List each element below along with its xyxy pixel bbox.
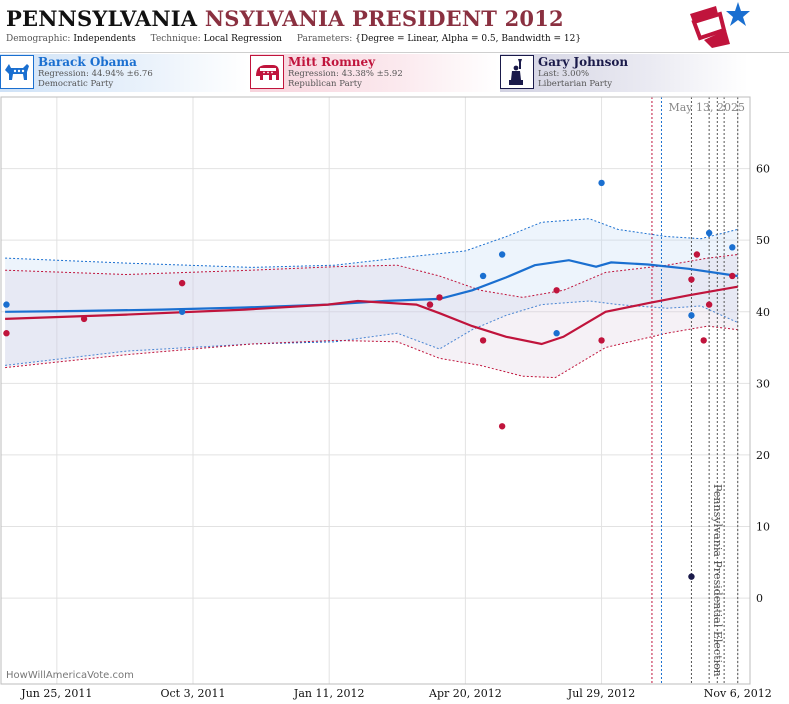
y-tick-label: 20: [756, 449, 770, 462]
lower-bound-line: [5, 325, 738, 379]
poll-point: [178, 308, 186, 315]
candidate-card-johnson[interactable]: Gary Johnson Last: 3.00% Libertarian Par…: [500, 54, 748, 92]
star-flag-logo-icon[interactable]: [686, 0, 750, 50]
y-tick-label: 40: [756, 306, 770, 319]
poll-point: [705, 301, 713, 308]
elephant-icon: [250, 55, 284, 89]
x-tick-label: Apr 20, 2012: [428, 687, 502, 700]
header: PENNSYLVANIA NSYLVANIA PRESIDENT 2012 De…: [0, 0, 789, 52]
x-tick-label: Jan 11, 2012: [293, 687, 365, 700]
x-tick-label: Oct 3, 2011: [160, 687, 225, 700]
poll-points: [3, 179, 736, 580]
x-tick-label: Jun 25, 2011: [20, 687, 92, 700]
poll-point: [598, 337, 605, 344]
candidate-stat: Regression: 43.38% ±5.92: [288, 69, 403, 79]
y-tick-label: 0: [756, 592, 763, 605]
event-lines: [651, 97, 739, 684]
candidate-card-obama[interactable]: Barack Obama Regression: 44.94% ±6.76 De…: [0, 54, 248, 92]
plot-frame: [0, 96, 751, 685]
parameters-line: Demographic: Independents Technique: Loc…: [6, 34, 593, 44]
candidate-card-romney[interactable]: Mitt Romney Regression: 43.38% ±5.92 Rep…: [250, 54, 498, 92]
y-tick-label: 60: [756, 163, 770, 176]
x-tick-label: Jul 29, 2012: [567, 687, 636, 700]
y-tick-label: 50: [756, 234, 770, 247]
x-tick-label: Nov 6, 2012: [704, 687, 772, 700]
upper-bound-line: [5, 218, 738, 268]
poll-point: [426, 301, 434, 308]
poll-point: [688, 276, 695, 283]
parameters-value: {Degree = Linear, Alpha = 0.5, Bandwidth…: [355, 34, 582, 44]
poll-point: [436, 294, 443, 301]
confidence-band: [5, 254, 738, 378]
candidate-party: Democratic Party: [38, 79, 114, 89]
poll-point: [700, 337, 707, 344]
poll-point: [553, 330, 560, 337]
watermark: HowWillAmericaVote.com: [6, 670, 134, 681]
poll-point: [553, 287, 560, 294]
axis-labels: 0 10 20 30 40 50 60 Jun 25, 2011 Oct 3, 2011 Jan …: [20, 163, 771, 700]
trend-line: [5, 259, 738, 313]
y-tick-label: 30: [756, 377, 770, 390]
poll-point: [479, 337, 487, 344]
poll-point: [178, 279, 186, 287]
title-rest: NSYLVANIA PRESIDENT 2012: [204, 6, 564, 31]
confidence-band: [5, 218, 738, 366]
poll-point: [688, 573, 695, 580]
donkey-icon: [0, 55, 34, 89]
poll-point: [498, 251, 506, 258]
statue-of-liberty-icon: [500, 55, 534, 89]
poll-point: [598, 179, 605, 187]
poll-point: [693, 251, 701, 258]
demographic-key: Demographic:: [6, 34, 71, 44]
date-stamp: May 13, 2025: [668, 101, 745, 114]
poll-point: [479, 272, 487, 280]
title-state: PENNSYLVANIA: [6, 6, 198, 31]
grid-layer: [1, 97, 750, 684]
trend-lines: [5, 259, 738, 346]
poll-point: [729, 244, 736, 251]
poll-point: [729, 272, 736, 280]
technique-key: Technique:: [150, 34, 201, 44]
candidate-stat: Regression: 44.94% ±6.76: [38, 69, 153, 79]
poll-point: [705, 229, 713, 237]
poll-point: [3, 330, 10, 337]
technique-value: Local Regression: [203, 34, 282, 44]
poll-point: [3, 301, 10, 308]
candidate-party: Libertarian Party: [538, 79, 613, 89]
y-tick-label: 10: [756, 521, 770, 534]
poll-point: [498, 423, 506, 430]
demographic-value: Independents: [73, 34, 136, 44]
trend-line: [5, 285, 738, 346]
header-divider: [0, 52, 789, 53]
parameters-key: Parameters:: [296, 34, 353, 44]
poll-point: [688, 312, 695, 319]
candidate-name: Mitt Romney: [288, 55, 376, 69]
confidence-bands: [5, 218, 738, 379]
poll-point: [80, 315, 88, 323]
election-label: Pennsylvania Presidential Election: [711, 484, 724, 677]
page-title: PENNSYLVANIA NSYLVANIA PRESIDENT 2012: [6, 6, 564, 31]
candidate-name: Gary Johnson: [538, 55, 629, 69]
candidate-party: Republican Party: [288, 79, 362, 89]
candidate-stat: Last: 3.00%: [538, 69, 590, 79]
candidate-name: Barack Obama: [38, 55, 137, 69]
